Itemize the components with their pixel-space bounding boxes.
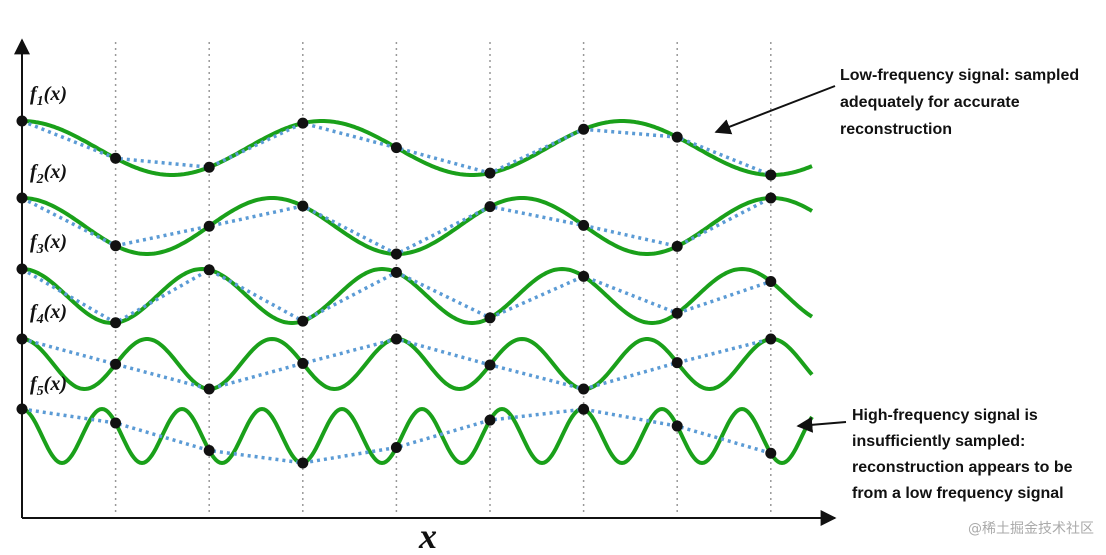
sample-point	[671, 131, 683, 143]
label-name: f	[30, 231, 39, 253]
label-arg: (x)	[44, 231, 67, 253]
sample-point	[484, 312, 496, 324]
sample-point	[390, 266, 402, 278]
annotation-high: High-frequency signal is insufficiently …	[852, 407, 1077, 502]
sample-point	[110, 358, 122, 370]
sample-point	[484, 167, 496, 179]
reconstruction	[21, 407, 772, 465]
signal-curve	[22, 196, 814, 256]
sample-point	[16, 115, 28, 127]
annotation-low: Low-frequency signal: sampled adequately…	[840, 67, 1084, 138]
sample-point	[390, 333, 402, 345]
signal-label: f3(x)	[30, 231, 67, 257]
sample-point	[16, 192, 28, 204]
axis-label: x	[418, 516, 437, 555]
sample-point	[390, 441, 402, 453]
sample-point	[390, 248, 402, 260]
sample-point	[16, 403, 28, 415]
sample-point	[765, 447, 777, 459]
label-name: f	[30, 83, 39, 105]
sample-point	[203, 220, 215, 232]
annotation-line: Low-frequency signal: sampled	[840, 67, 1079, 84]
sample-point	[297, 457, 309, 469]
sample-point	[671, 307, 683, 319]
sample-point	[110, 417, 122, 429]
label-arg: (x)	[44, 373, 67, 395]
label-name: f	[30, 301, 39, 323]
sample-point	[297, 315, 309, 327]
sample-point	[671, 420, 683, 432]
reconstruction	[21, 196, 772, 256]
sample-point	[484, 201, 496, 213]
signal-curve	[21, 336, 814, 392]
sample-point	[578, 383, 590, 395]
sample-point	[578, 403, 590, 415]
sample-point	[297, 357, 309, 369]
sample-point	[671, 240, 683, 252]
annotation-arrow	[714, 85, 836, 135]
sample-point	[484, 414, 496, 426]
annotation-line: High-frequency signal is	[852, 407, 1038, 424]
watermark: @稀土掘金技术社区	[968, 521, 1094, 537]
signal-label: f5(x)	[30, 373, 67, 399]
label-index: 5	[37, 384, 44, 399]
label-arg: (x)	[44, 301, 67, 323]
signal-label: f2(x)	[30, 161, 67, 187]
annotation-line: reconstruction appears to be	[852, 459, 1073, 476]
sample-point	[203, 161, 215, 173]
sample-point	[203, 264, 215, 276]
sample-point	[110, 152, 122, 164]
sample-point	[16, 263, 28, 275]
label-name: f	[30, 373, 39, 395]
sample-point	[110, 317, 122, 329]
sample-point	[765, 276, 777, 288]
sample-point	[203, 444, 215, 456]
sample-point	[297, 117, 309, 129]
signal-curve	[21, 406, 814, 466]
annotation-line: from a low frequency signal	[852, 485, 1064, 502]
signals	[16, 115, 814, 469]
sample-point	[578, 270, 590, 282]
annotation-line: reconstruction	[840, 121, 952, 138]
sample-point	[765, 333, 777, 345]
sample-point	[390, 142, 402, 154]
sample-point	[578, 123, 590, 135]
signal-label: f1(x)	[30, 83, 67, 109]
label-index: 4	[36, 312, 44, 327]
label-arg: (x)	[44, 161, 67, 183]
sample-point	[578, 219, 590, 231]
signal-curve	[21, 266, 814, 326]
label-index: 3	[36, 242, 44, 257]
signal-curve	[22, 119, 813, 177]
label-name: f	[30, 161, 39, 183]
sample-point	[297, 200, 309, 212]
label-index: 1	[37, 94, 44, 109]
annotation-line: insufficiently sampled:	[852, 433, 1025, 450]
sample-point	[765, 192, 777, 204]
sample-point	[203, 383, 215, 395]
label-arg: (x)	[44, 83, 67, 105]
sample-grid	[114, 42, 772, 516]
sample-point	[16, 333, 28, 345]
sample-point	[765, 169, 777, 181]
sample-point	[110, 240, 122, 252]
sample-point	[671, 357, 683, 369]
signal-label: f4(x)	[30, 301, 67, 327]
annotation-line: adequately for accurate	[840, 94, 1020, 111]
sample-point	[484, 359, 496, 371]
annotation-arrow	[796, 416, 847, 433]
label-index: 2	[36, 172, 44, 187]
